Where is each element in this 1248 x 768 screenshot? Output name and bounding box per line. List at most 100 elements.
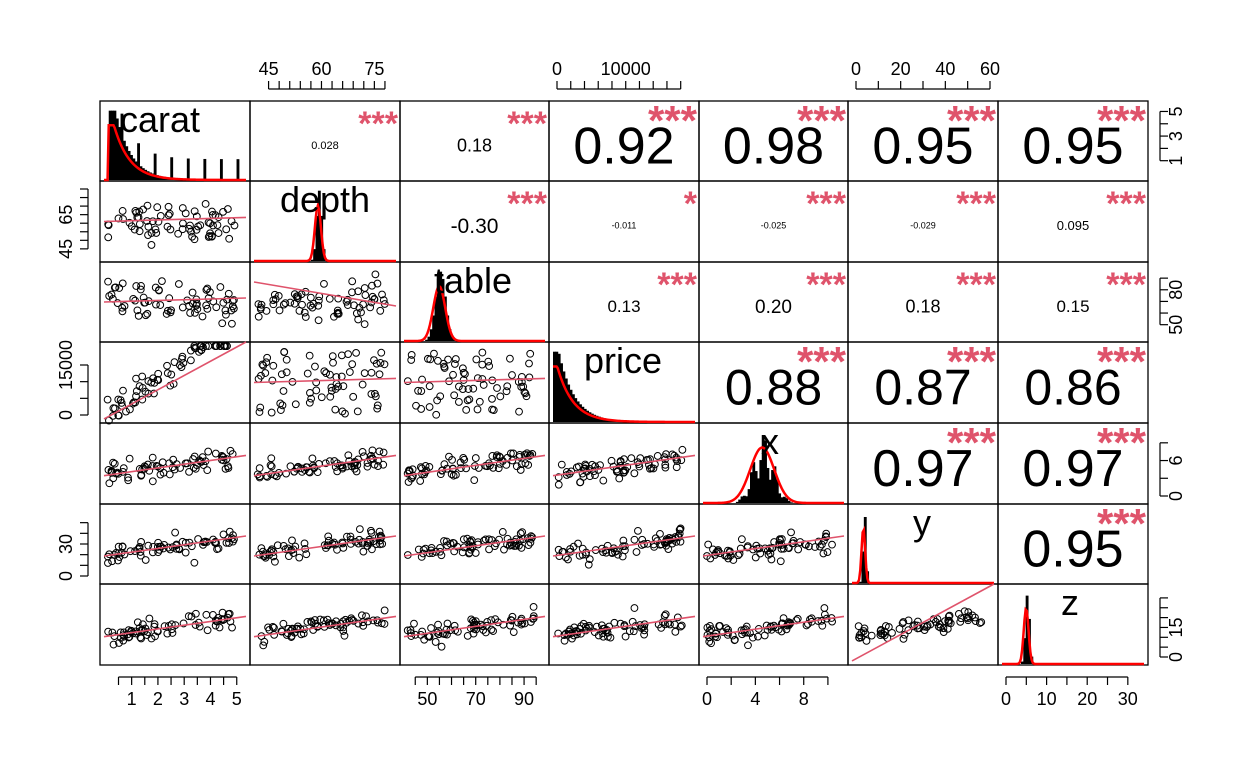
histogram-bar — [443, 296, 447, 341]
data-point — [493, 384, 501, 392]
data-point — [662, 537, 671, 546]
histogram-bar — [759, 460, 763, 503]
data-point — [475, 397, 484, 406]
variable-label-price: price — [584, 340, 662, 381]
histogram-bar — [315, 215, 319, 261]
data-point — [366, 303, 375, 312]
data-point — [215, 623, 224, 632]
data-point — [673, 613, 682, 622]
data-point — [179, 619, 188, 628]
histogram-bar — [448, 329, 452, 341]
data-point — [312, 386, 321, 395]
histogram-bar — [766, 467, 770, 503]
data-point — [526, 538, 535, 547]
data-point — [119, 215, 127, 223]
data-point — [584, 560, 593, 569]
tick-label: 10 — [1037, 689, 1057, 709]
significance-stars: *** — [797, 97, 847, 144]
significance-stars: *** — [657, 266, 697, 304]
data-point — [360, 320, 369, 329]
significance-stars: *** — [956, 185, 996, 223]
data-point — [258, 360, 267, 369]
data-point — [353, 407, 362, 416]
data-point — [585, 555, 594, 564]
top-axis-price: 0 10000 — [552, 59, 682, 90]
data-point — [185, 538, 194, 547]
data-point — [450, 547, 459, 556]
histogram-bar — [574, 398, 578, 422]
significance-stars: *** — [358, 105, 398, 143]
data-point — [188, 288, 197, 297]
variable-label-carat: carat — [120, 99, 200, 140]
data-point — [379, 460, 388, 469]
data-point — [190, 207, 199, 216]
data-point — [186, 356, 195, 365]
data-point — [256, 403, 265, 412]
data-point — [977, 618, 986, 627]
histogram-bar — [432, 315, 436, 341]
data-point — [613, 467, 622, 476]
data-point — [301, 313, 310, 321]
data-point — [493, 451, 501, 460]
data-point — [338, 407, 347, 416]
histogram-bar — [139, 166, 143, 180]
data-point — [375, 447, 384, 456]
histogram-bar — [141, 168, 145, 180]
data-point — [615, 474, 624, 483]
data-point — [439, 359, 448, 368]
data-point — [975, 619, 984, 627]
tick-label: 0 — [56, 571, 76, 581]
data-point — [303, 618, 312, 626]
data-point — [300, 308, 309, 317]
data-point — [509, 628, 518, 637]
density-line — [404, 284, 545, 343]
data-point — [165, 470, 174, 479]
data-point — [145, 614, 154, 623]
data-point — [420, 470, 429, 479]
data-point — [120, 302, 129, 310]
data-point — [478, 348, 487, 357]
data-point — [554, 473, 563, 482]
right-axis-x: 06 — [1159, 442, 1186, 501]
data-point — [158, 277, 166, 286]
histogram-bar — [571, 394, 575, 422]
data-point — [610, 618, 619, 627]
data-point — [748, 633, 757, 642]
data-point — [625, 627, 634, 636]
data-point — [307, 394, 316, 403]
data-point — [450, 621, 459, 630]
data-point — [191, 609, 200, 618]
data-point — [163, 629, 172, 638]
data-point — [104, 233, 113, 242]
data-point — [819, 549, 828, 558]
data-point — [139, 205, 148, 214]
density-line — [553, 365, 696, 424]
variable-label-table: table — [434, 260, 512, 301]
data-point — [135, 382, 144, 391]
data-point — [767, 544, 776, 553]
data-point — [185, 224, 193, 233]
panel-table-depth — [249, 261, 401, 343]
data-point — [661, 463, 670, 472]
data-point — [338, 463, 347, 472]
data-point — [130, 225, 139, 234]
data-point — [416, 477, 425, 485]
loess-fit-line — [103, 341, 247, 420]
data-point — [262, 358, 271, 367]
data-point — [507, 541, 516, 549]
data-point — [212, 342, 221, 350]
data-point — [118, 542, 127, 551]
data-point — [418, 627, 427, 636]
data-point — [447, 470, 456, 479]
data-point — [479, 381, 488, 389]
data-point — [782, 625, 791, 634]
data-point — [118, 303, 127, 312]
bottom-axis-x: 0 4 8 — [702, 676, 829, 709]
data-point — [190, 558, 199, 567]
data-point — [637, 541, 646, 549]
data-point — [343, 532, 351, 541]
data-point — [554, 480, 563, 489]
data-point — [311, 362, 319, 371]
data-point — [361, 291, 370, 299]
correlation-value: 0.97 — [1022, 440, 1123, 498]
